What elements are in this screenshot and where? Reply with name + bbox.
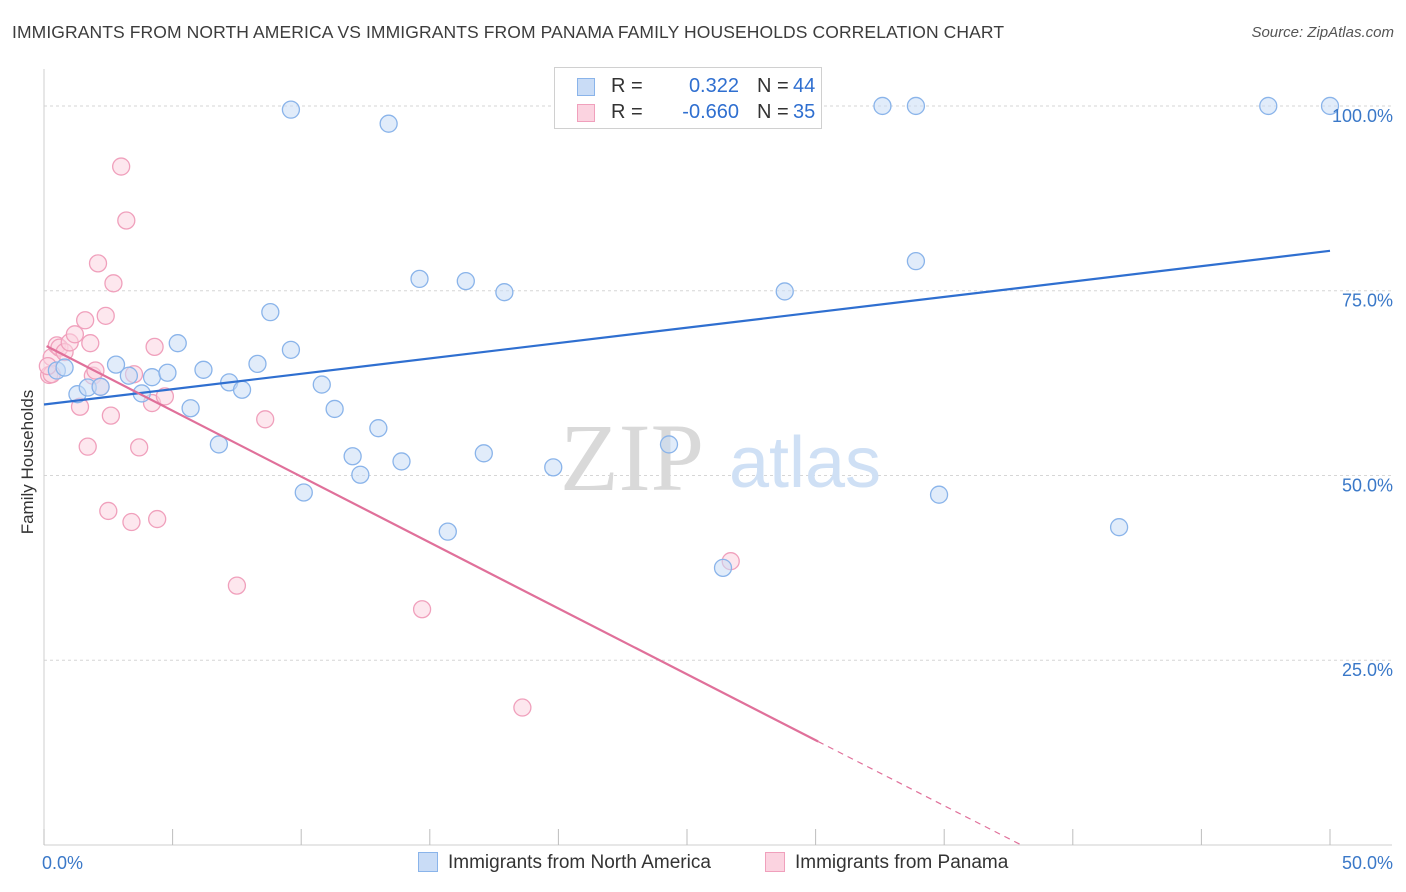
point-north-america [906,252,926,271]
point-north-america [168,334,187,353]
point-north-america [713,558,733,578]
trend-line-panama [46,345,819,743]
point-panama [117,211,136,230]
point-north-america [158,363,177,382]
point-panama [65,325,85,344]
source-credit: Source: ZipAtlas.com [1251,24,1394,41]
point-north-america [142,368,162,387]
trend-line-panama-extension [817,740,1022,846]
point-panama [104,274,123,293]
point-north-america [281,100,301,119]
legend-n-label: N = [757,75,789,97]
point-north-america [248,354,267,374]
point-north-america [456,271,475,291]
point-panama [99,501,118,521]
y-axis-label: Family Households [18,389,37,535]
point-north-america [119,366,139,385]
point-panama [88,254,108,273]
point-panama [81,334,100,353]
point-north-america [294,483,313,502]
point-panama [130,438,149,457]
point-north-america [410,269,429,289]
point-north-america [474,444,493,463]
point-panama [122,512,141,532]
axis-layer [43,69,1392,846]
y-tick-label: 25.0% [1342,660,1393,680]
point-north-america [379,114,398,133]
point-north-america [1109,518,1129,537]
grid-layer [44,105,1392,661]
point-panama [256,410,275,429]
chart-title: IMMIGRANTS FROM NORTH AMERICA VS IMMIGRA… [12,22,1005,42]
point-panama [78,437,97,456]
bottom-legend-north-america: Immigrants from North America [418,852,711,874]
point-north-america [106,355,126,374]
point-north-america [351,465,370,484]
bottom-legend-label-north-america: Immigrants from North America [448,852,711,873]
y-tick-label: 100.0% [1332,106,1393,126]
point-panama [148,509,167,529]
point-panama [101,406,121,425]
watermark: ZIP atlas [560,404,881,511]
point-north-america [55,358,74,377]
y-tick-label: 50.0% [1342,475,1393,495]
bottom-legend-label-panama: Immigrants from Panama [795,852,1009,873]
legend-swatch-north-america [577,78,595,96]
point-north-america [392,452,411,471]
watermark-atlas: atlas [729,423,881,503]
point-panama [96,306,115,325]
tick-label-layer: 25.0% 50.0% 75.0% 100.0% 0.0% 50.0% [42,106,1393,873]
legend-r-value: -0.660 [682,101,739,123]
point-panama [227,576,247,595]
points-layer [38,96,1340,717]
legend-n-value: 44 [793,75,816,97]
bottom-legend-swatch-north-america [418,852,438,872]
bottom-legend-panama: Immigrants from Panama [765,852,1008,874]
trend-line-north-america [43,249,1331,406]
point-north-america [181,399,200,418]
point-north-america [194,360,213,379]
trend-layer [43,249,1331,846]
point-north-america [281,340,301,359]
bottom-legend-swatch-panama [765,852,785,872]
point-north-america [232,380,252,399]
point-panama [155,387,175,406]
x-tick-label: 0.0% [42,853,83,873]
point-north-america [1259,96,1278,116]
point-north-america [1320,96,1340,116]
watermark-zip: ZIP [560,404,704,511]
point-panama [513,698,532,717]
point-north-america [659,435,679,454]
point-north-america [261,302,280,322]
legend-swatch-panama [577,104,595,122]
legend-r-label: R = [611,101,643,123]
y-tick-label: 75.0% [1342,291,1393,311]
point-north-america [91,377,110,396]
point-north-america [369,419,388,438]
legend-r-label: R = [611,75,643,97]
point-north-america [325,399,344,419]
point-panama [412,600,432,619]
point-north-america [906,96,926,116]
point-north-america [209,435,229,454]
point-north-america [312,375,331,394]
point-north-america [438,522,457,541]
point-north-america [495,283,514,302]
point-north-america [343,447,362,466]
legend-r-value: 0.322 [688,75,739,97]
point-panama [145,337,164,357]
point-north-america [873,96,892,116]
point-north-america [775,282,794,301]
legend-n-label: N = [757,101,789,123]
point-panama [76,311,95,330]
point-north-america [929,485,949,504]
correlation-legend: R = 0.322 N = 44 R = -0.660 N = 35 [554,67,822,129]
legend-n-value: 35 [793,101,816,123]
x-tick-label: 50.0% [1342,853,1393,873]
point-panama [112,157,131,176]
point-north-america [544,458,563,477]
